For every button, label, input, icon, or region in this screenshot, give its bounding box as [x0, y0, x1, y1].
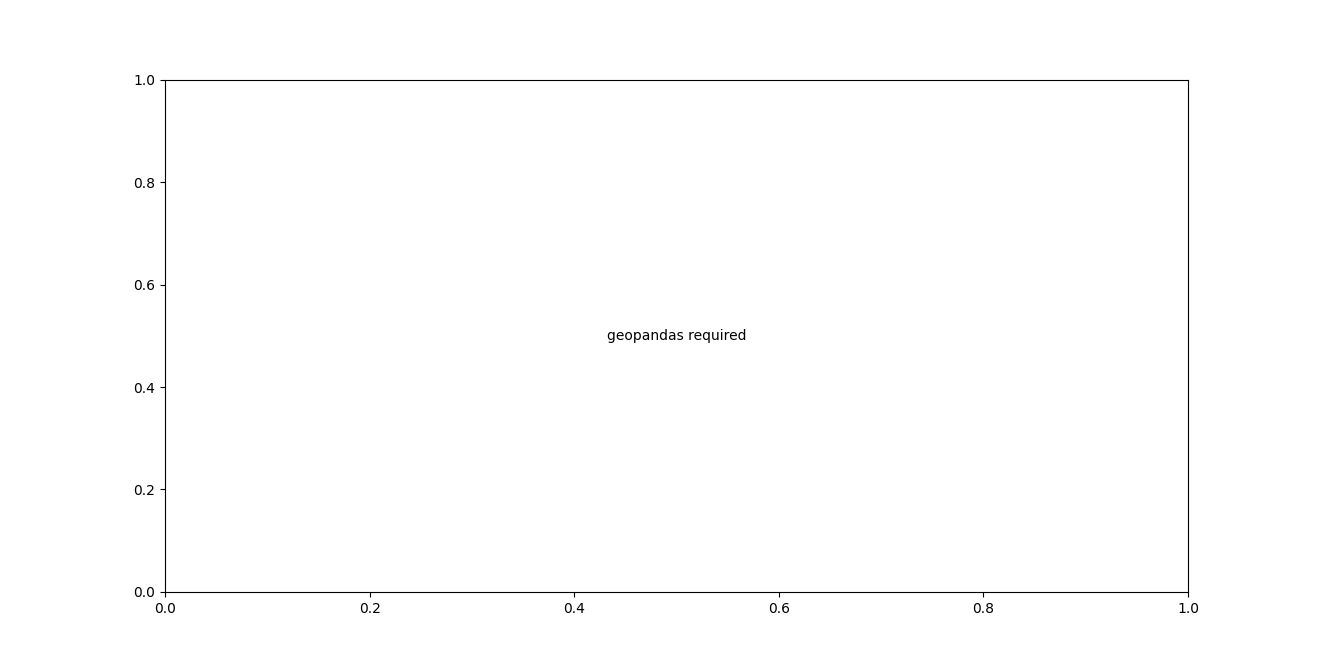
Text: geopandas required: geopandas required	[607, 329, 746, 343]
